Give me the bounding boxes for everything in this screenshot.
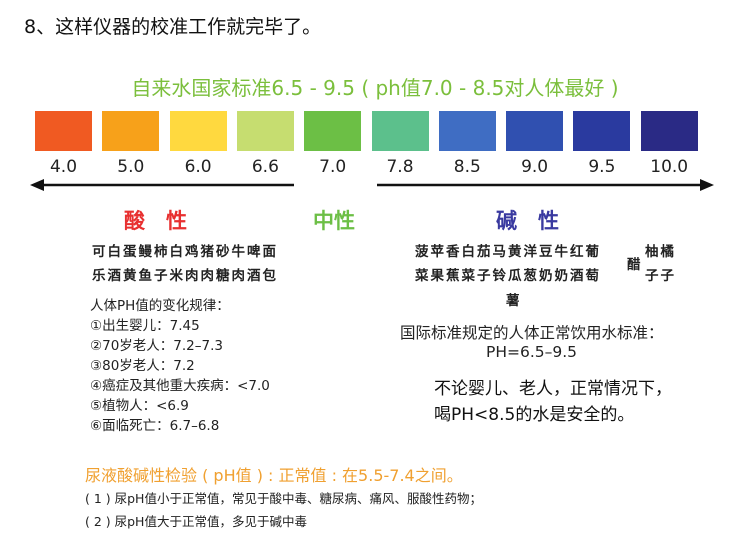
ph-rule-item: ④癌症及其他重大疾病：<7.0 [90, 378, 270, 394]
ph-swatch [304, 111, 362, 151]
ph-swatch [236, 111, 294, 151]
ph-tick-label: 5.0 [117, 157, 145, 177]
alkaline-foods-side-2: 子子 [645, 268, 676, 284]
ph-swatch [573, 111, 631, 151]
acid-label: 酸 性 [124, 209, 187, 233]
ph-rule-item: ②70岁老人：7.2–7.3 [90, 338, 223, 354]
safety-note-line-1: 不论婴儿、老人，正常情况下， [434, 379, 672, 399]
ph-rule-item: ⑥面临死亡：6.7–6.8 [90, 418, 220, 434]
alkaline-foods-line-1: 菠苹香白茄马黄洋豆牛红葡 [415, 244, 601, 260]
ph-tick-label: 9.5 [588, 157, 616, 177]
alkaline-foods-vinegar: 醋 [627, 257, 643, 273]
intl-standard-title: 国际标准规定的人体正常饮用水标准： [400, 324, 664, 342]
urine-test-title: 尿液酸碱性检验 ( pH值 ) : 正常值 : 在5.5-7.4之间。 [85, 466, 463, 485]
ph-swatch [102, 111, 160, 151]
alkaline-foods-side-1: 柚橘 [645, 244, 676, 260]
neutral-label: 中性 [313, 209, 355, 233]
safety-note-line-2: 喝PH<8.5的水是安全的。 [434, 405, 635, 425]
ph-rule-item: ⑤植物人：<6.9 [90, 398, 189, 414]
step-title: 8、这样仪器的校准工作就完毕了。 [24, 16, 322, 38]
ph-swatch [438, 111, 496, 151]
ph-tick-label: 6.6 [251, 157, 279, 177]
alkaline-arrow [377, 179, 714, 191]
ph-color-scale [35, 111, 705, 151]
urine-note-1: ( 1 ) 尿pH值小于正常值，常见于酸中毒、糖尿病、痛风、服酸性药物； [85, 491, 482, 506]
acid-foods-line-2: 乐酒黄鱼子米肉肉糖肉酒包 [92, 268, 278, 284]
ph-swatch [371, 111, 429, 151]
ph-tick-label: 4.0 [49, 157, 78, 177]
ph-swatch [640, 111, 698, 151]
urine-note-2: ( 2 ) 尿pH值大于正常值，多见于碱中毒 [85, 514, 307, 529]
ph-rule-item: ③80岁老人：7.2 [90, 358, 195, 374]
acid-arrow [30, 179, 294, 191]
alkaline-foods-line-3: 薯 [506, 293, 522, 309]
ph-rule-item: ①出生婴儿：7.45 [90, 318, 200, 334]
ph-swatch [169, 111, 227, 151]
ph-tick-label: 7.0 [319, 157, 347, 177]
ph-tick-label: 6.0 [184, 157, 212, 177]
acid-foods-line-1: 可白蛋鳗柿白鸡猪砂牛啤面 [92, 244, 278, 260]
ph-tick-label: 10.0 [650, 157, 689, 177]
ph-tick-label: 8.5 [453, 157, 481, 177]
ph-rules-title: 人体PH值的变化规律： [90, 298, 230, 314]
ph-range-arrow [30, 179, 714, 191]
ph-tick-label: 9.0 [521, 157, 549, 177]
alkaline-label: 碱 性 [496, 209, 559, 233]
ph-swatch [506, 111, 564, 151]
alkaline-foods-line-2: 菜果蕉菜子铃瓜葱奶奶酒萄 [415, 268, 601, 284]
ph-tick-label: 7.8 [386, 157, 414, 177]
ph-swatch [35, 111, 92, 151]
scale-title: 自来水国家标准6.5 - 9.5 ( ph值7.0 - 8.5对人体最好 ) [131, 76, 619, 100]
intl-standard-value: PH=6.5–9.5 [486, 343, 578, 361]
